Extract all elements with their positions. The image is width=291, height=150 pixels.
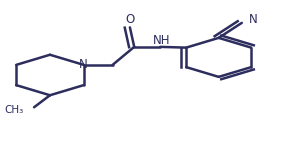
Text: N: N [79,58,88,71]
Text: CH₃: CH₃ [5,105,24,115]
Text: NH: NH [153,34,171,47]
Text: N: N [249,13,258,26]
Text: O: O [125,13,134,26]
